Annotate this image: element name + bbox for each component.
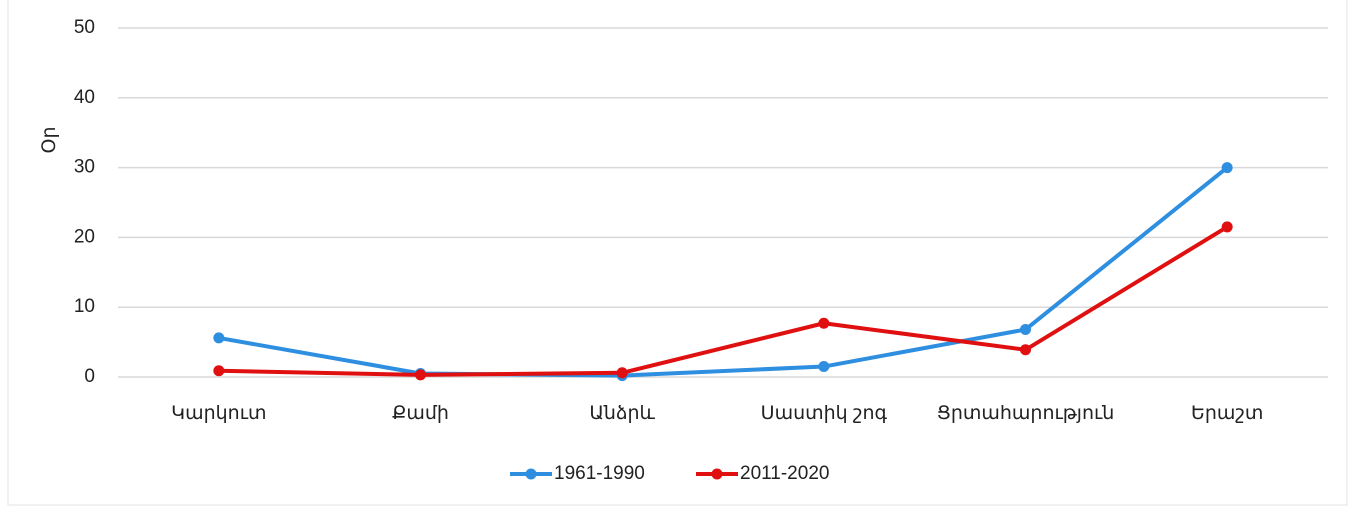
x-tick-label: Կարկուտ [171,403,266,424]
y-tick-label: 0 [84,366,95,387]
x-tick-label: Սաստիկ շոգ [761,403,888,424]
data-point [415,369,426,381]
data-point [213,332,225,344]
legend-marker [711,468,723,480]
legend-marker [525,468,537,480]
chart-frame [7,0,1348,506]
data-point [213,365,225,377]
y-tick-label: 40 [74,87,95,108]
data-point [818,361,830,373]
legend-label: 1961-1990 [554,463,645,484]
data-point [818,317,830,329]
data-point [1020,324,1031,336]
series-line [218,166,1229,378]
x-tick-label: Երաշտ [1191,403,1263,424]
x-tick-label: Քամի [392,403,449,424]
y-axis-label: Օր [39,127,60,154]
y-tick-label: 50 [74,17,95,38]
legend-label: 2011-2020 [740,463,829,484]
data-point [616,367,628,379]
data-point [1221,162,1233,174]
data-point [1221,221,1233,233]
y-tick-label: 30 [74,157,95,178]
y-tick-label: 10 [74,296,95,317]
x-tick-label: Անձրև [589,403,655,424]
x-tick-label: Ցրտահարություն [937,403,1115,424]
y-tick-label: 20 [74,226,95,247]
data-point [1020,344,1031,356]
series-line [218,225,1229,377]
